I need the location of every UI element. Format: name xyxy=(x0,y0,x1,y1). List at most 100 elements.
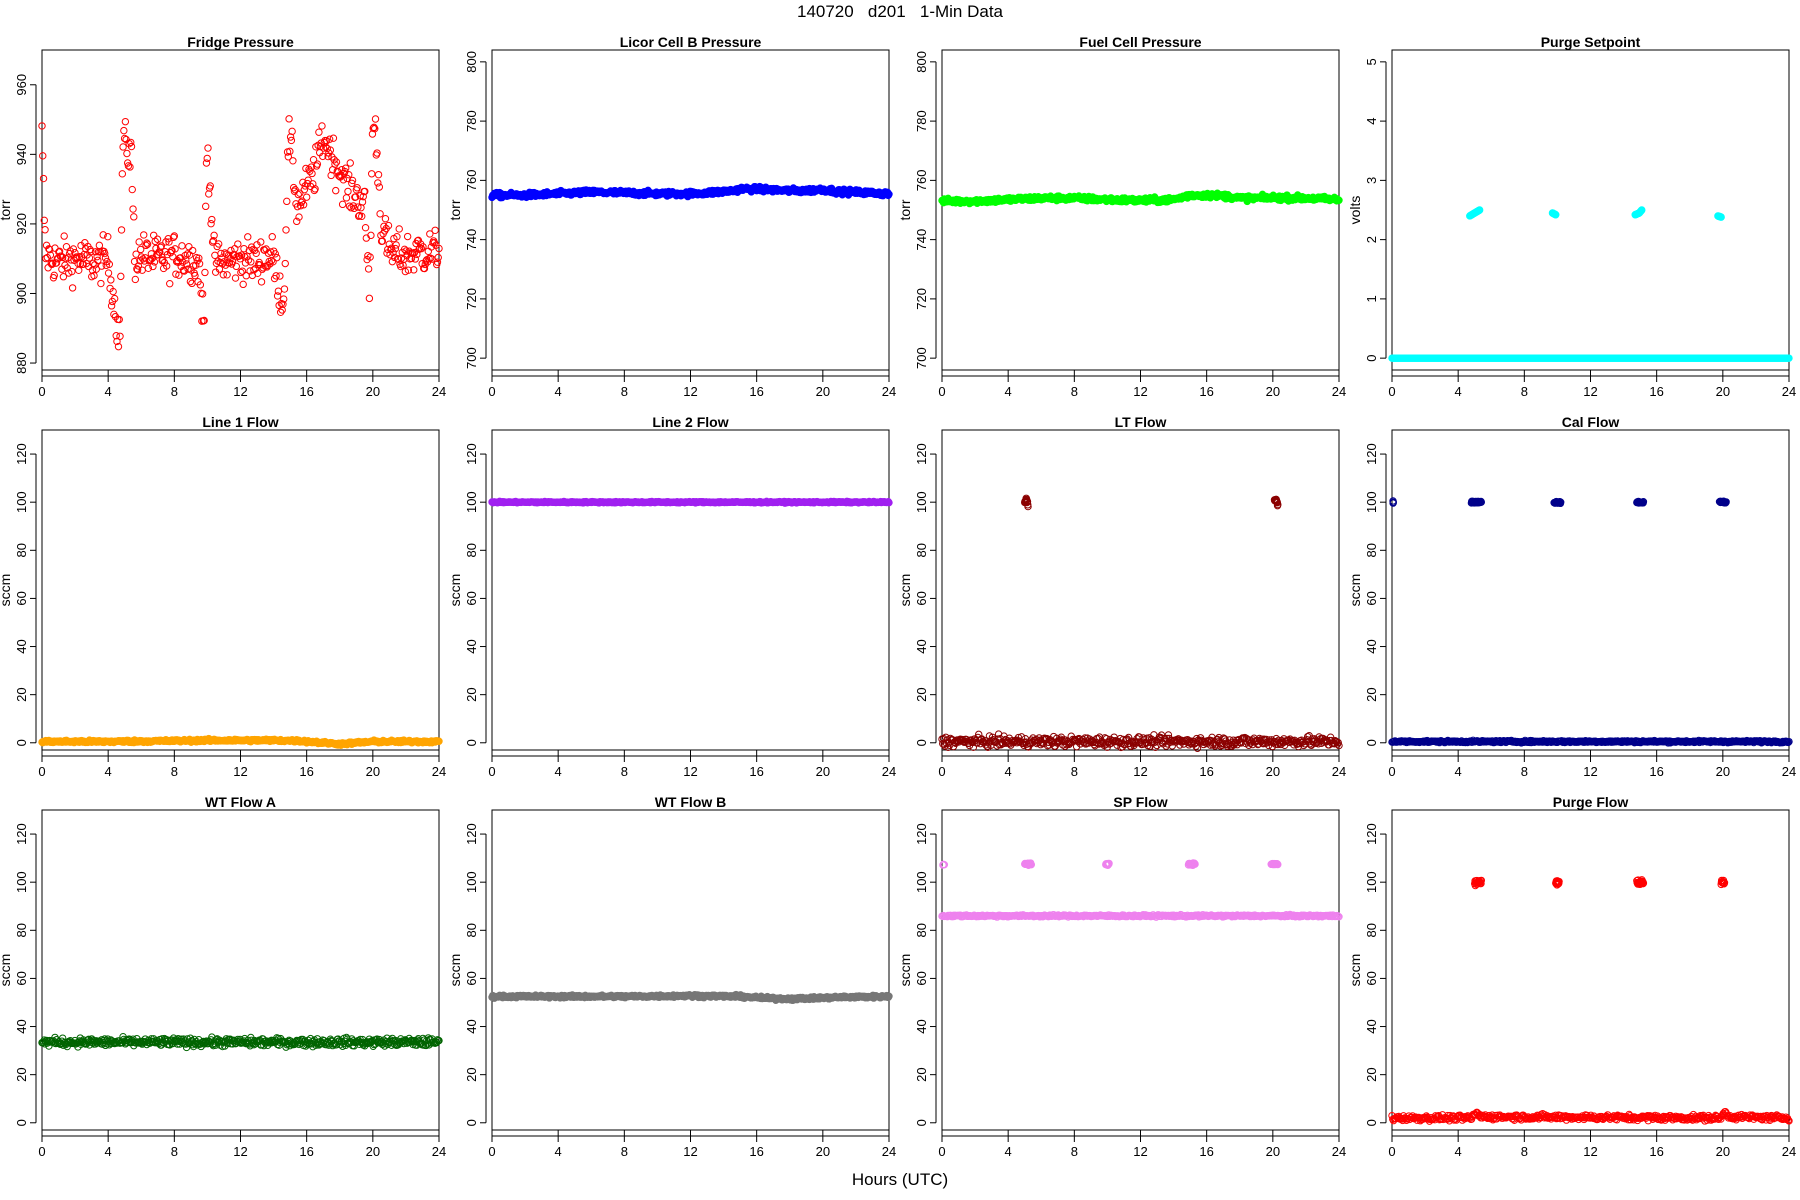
data-points xyxy=(488,182,893,202)
data-point xyxy=(52,259,61,267)
data-point xyxy=(281,259,289,268)
data-point xyxy=(346,159,354,167)
data-point xyxy=(127,138,135,147)
data-point xyxy=(330,156,338,164)
x-tick-label: 12 xyxy=(233,764,247,779)
data-point xyxy=(87,247,95,256)
data-points xyxy=(1388,206,1793,362)
chart-title: WT Flow A xyxy=(204,794,277,810)
data-point xyxy=(1299,738,1307,746)
y-tick-label: 720 xyxy=(914,288,929,310)
y-axis-title: sccm xyxy=(0,574,13,607)
x-tick-label: 4 xyxy=(105,1144,112,1159)
data-point xyxy=(1475,206,1484,214)
data-point xyxy=(1639,498,1648,506)
data-point xyxy=(356,192,364,200)
chart-title: Cal Flow xyxy=(1561,414,1620,430)
data-point xyxy=(165,238,173,246)
data-point xyxy=(289,157,297,165)
data-point xyxy=(101,249,109,258)
data-point xyxy=(417,244,426,253)
data-point xyxy=(288,127,296,136)
plot-frame xyxy=(41,809,440,1131)
y-axis-title: volts xyxy=(1347,196,1363,225)
data-point xyxy=(202,159,211,167)
data-point xyxy=(192,261,200,269)
y-tick-label: 120 xyxy=(14,443,29,465)
data-point xyxy=(112,332,120,340)
data-point xyxy=(62,243,71,251)
y-axis-title: sccm xyxy=(1347,574,1363,607)
data-point xyxy=(341,164,350,172)
data-point xyxy=(361,187,369,196)
data-point xyxy=(345,170,353,179)
plot-frame xyxy=(1391,429,1790,751)
y-tick-label: 100 xyxy=(14,871,29,893)
y-tick-label: 0 xyxy=(914,739,929,746)
x-tick-label: 0 xyxy=(938,384,945,399)
data-point xyxy=(348,179,356,188)
x-tick-label: 20 xyxy=(366,764,380,779)
data-point xyxy=(117,226,126,234)
x-tick-label: 24 xyxy=(432,1144,446,1159)
x-tick-label: 20 xyxy=(1266,384,1280,399)
y-tick-label: 5 xyxy=(1364,58,1379,65)
x-tick-label: 8 xyxy=(1071,764,1078,779)
data-point xyxy=(293,217,301,226)
data-point xyxy=(205,190,213,198)
chart-panel: Fridge Pressure 0 4 8 12 16 20 24 880 900 920 940 96… xyxy=(0,0,450,399)
plot-frame xyxy=(941,49,1340,371)
x-tick-label: 16 xyxy=(1199,384,1213,399)
x-tick-label: 0 xyxy=(38,384,45,399)
data-point xyxy=(157,242,166,250)
y-axis-title: torr xyxy=(897,199,913,220)
data-point xyxy=(414,236,423,245)
data-point xyxy=(188,246,197,255)
data-point xyxy=(203,154,211,163)
data-point xyxy=(153,235,162,243)
data-point xyxy=(308,169,316,178)
data-point xyxy=(297,198,306,207)
data-point xyxy=(411,255,419,263)
data-point xyxy=(48,260,56,269)
data-point xyxy=(147,250,156,258)
y-tick-label: 940 xyxy=(14,143,29,165)
chart-title: LT Flow xyxy=(1114,414,1167,430)
data-point xyxy=(1303,732,1312,741)
data-point xyxy=(198,290,207,298)
data-point xyxy=(223,271,231,279)
data-point xyxy=(420,264,429,273)
x-tick-label: 20 xyxy=(1716,764,1730,779)
data-point xyxy=(115,315,123,324)
data-point xyxy=(1785,354,1793,362)
data-point xyxy=(75,266,83,274)
data-point xyxy=(118,170,127,178)
data-point xyxy=(130,213,138,221)
y-tick-label: 4 xyxy=(1364,117,1379,124)
x-tick-label: 16 xyxy=(1649,764,1663,779)
data-point xyxy=(295,213,303,221)
data-point xyxy=(276,272,284,280)
data-point xyxy=(885,498,893,507)
data-point xyxy=(231,245,239,253)
y-tick-label: 0 xyxy=(14,739,29,746)
data-point xyxy=(191,271,199,280)
data-point xyxy=(296,202,305,210)
data-point xyxy=(435,244,443,253)
data-point xyxy=(304,176,312,184)
data-point xyxy=(351,193,360,201)
y-tick-label: 120 xyxy=(14,823,29,845)
data-point xyxy=(124,162,133,170)
data-point xyxy=(344,187,352,196)
x-tick-label: 24 xyxy=(1782,384,1796,399)
data-point xyxy=(143,239,151,247)
data-point xyxy=(1552,211,1560,219)
data-point xyxy=(370,123,378,132)
data-point xyxy=(358,198,367,206)
data-point xyxy=(348,176,357,185)
y-tick-label: 3 xyxy=(1364,177,1379,184)
y-tick-label: 1 xyxy=(1364,295,1379,302)
x-tick-label: 8 xyxy=(171,1144,178,1159)
data-point xyxy=(289,183,298,192)
